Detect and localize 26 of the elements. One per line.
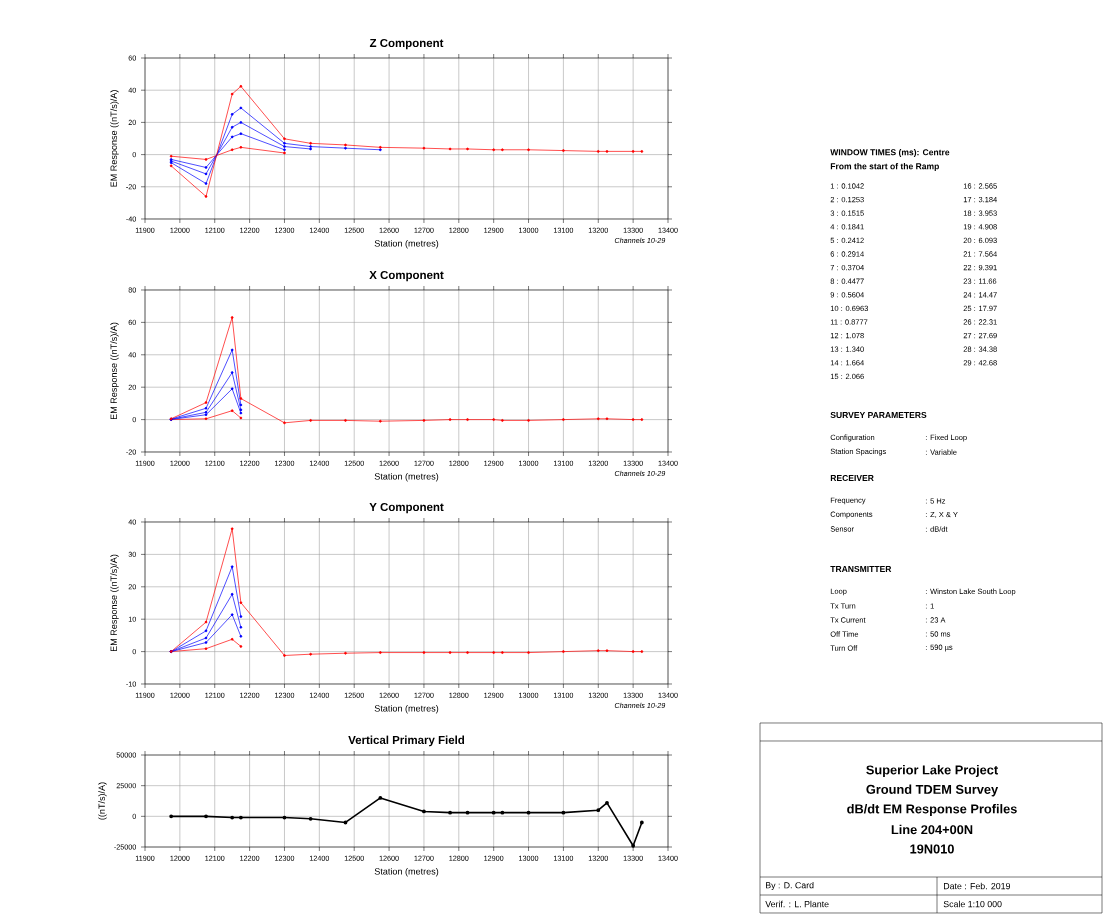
- chart-title: Z Component: [369, 38, 444, 50]
- text: 19N010: [910, 844, 954, 854]
- text: Superior Lake Project: [866, 765, 998, 777]
- text: From the start of the Ramp: [830, 163, 939, 171]
- text: WINDOW TIMES (ms): Centre: [830, 149, 950, 157]
- chart-title: Y Component: [369, 502, 444, 514]
- text: By : D. Card: [766, 881, 814, 891]
- text: Verif. : L. Plante: [765, 900, 829, 908]
- text: SURVEY PARAMETERS: [830, 411, 927, 419]
- x-axis-title: Station (metres): [374, 472, 439, 482]
- y-axis-title: EM Response ((nT/s)/A): [110, 322, 119, 420]
- y-axis-title: EM Response ((nT/s)/A): [110, 90, 119, 187]
- x-axis-title: Station (metres): [374, 867, 439, 877]
- text: Date : Feb. 2019: [944, 882, 1011, 890]
- y-axis-title: ((nT/s)/A): [98, 782, 107, 820]
- x-axis-title: Station (metres): [374, 239, 439, 249]
- text: Scale 1:10 000: [943, 900, 1002, 908]
- y-axis-title: EM Response ((nT/s)/A): [110, 554, 119, 652]
- text: TRANSMITTER: [830, 565, 892, 573]
- chart-title: X Component: [369, 270, 444, 282]
- text: dB/dt EM Response Profiles: [847, 804, 1017, 816]
- text: Line 204+00N: [891, 824, 973, 835]
- text: RECEIVER: [830, 474, 874, 482]
- text: Ground TDEM Survey: [866, 784, 999, 797]
- chart-title: Vertical Primary Field: [348, 735, 465, 747]
- x-axis-title: Station (metres): [374, 704, 439, 714]
